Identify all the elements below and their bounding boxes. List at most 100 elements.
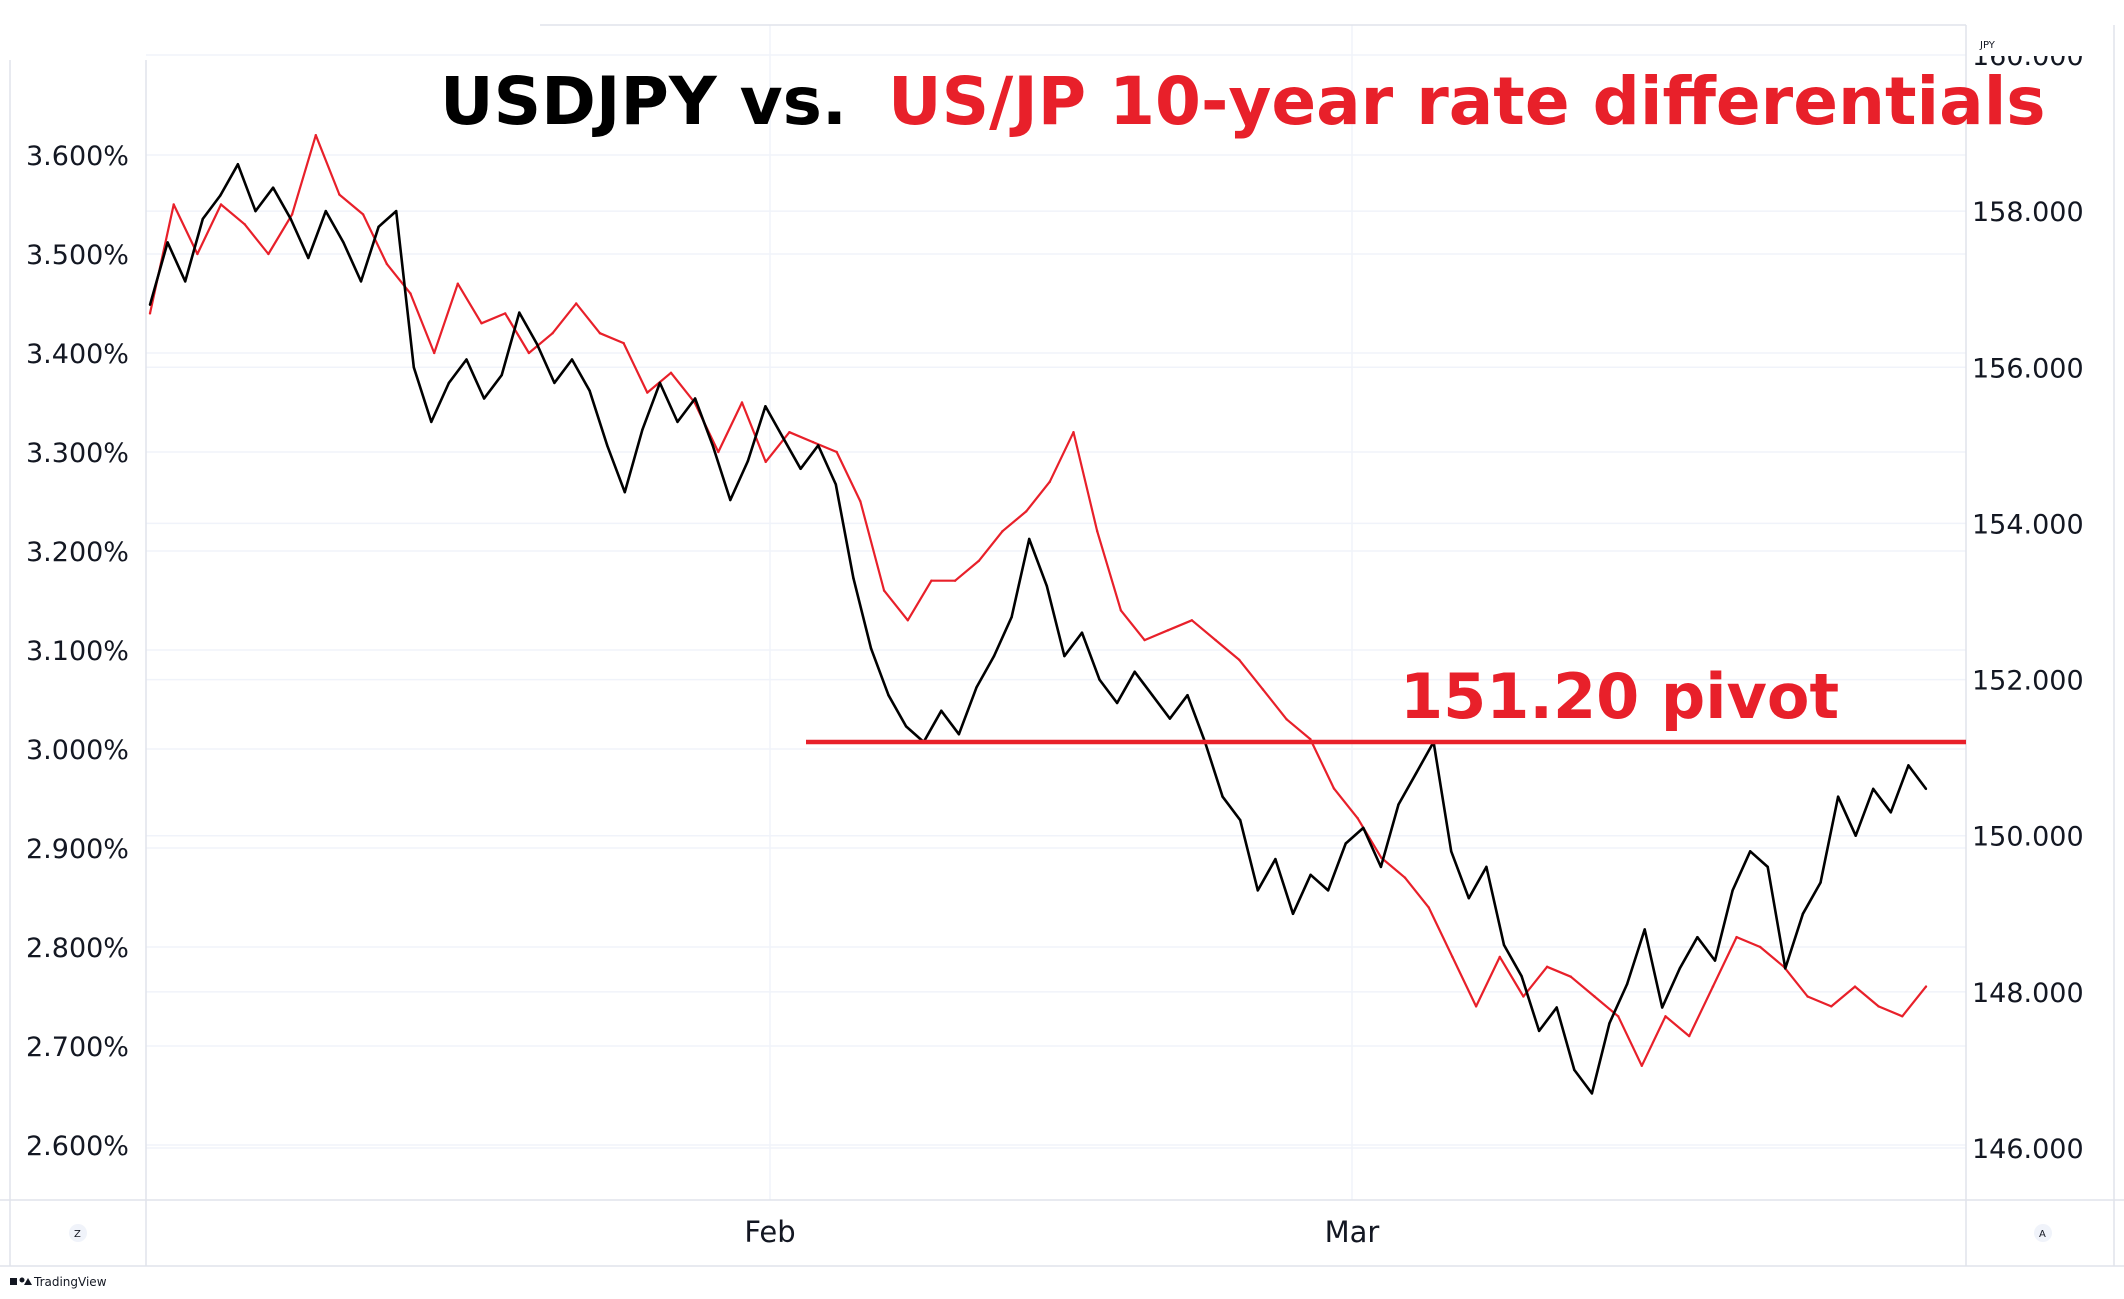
- rate-diff-point: [859, 500, 862, 503]
- tradingview-logo-icon[interactable]: [10, 1277, 32, 1286]
- rate-diff-point: [811, 440, 815, 444]
- usdjpy-point: [1924, 787, 1928, 791]
- rate-diff-point: [930, 579, 933, 582]
- usdjpy-point: [1555, 1006, 1558, 1009]
- right-tick-label: 152.000: [1972, 666, 2084, 697]
- usdjpy-point: [1854, 834, 1857, 837]
- rate-diff-point: [196, 252, 199, 256]
- rate-diff-point: [267, 252, 270, 256]
- rate-diff-point: [740, 401, 744, 404]
- usdjpy-point: [1274, 857, 1277, 861]
- usdjpy-point: [1045, 584, 1049, 588]
- rate-diff-point: [456, 282, 459, 285]
- right-axis[interactable]: 160.000158.000156.000154.000152.000150.0…: [1972, 41, 2084, 1165]
- rate-diff-point: [906, 619, 909, 622]
- rate-diff-point: [835, 450, 838, 454]
- rate-diff-point: [219, 203, 223, 206]
- usdjpy-point: [693, 397, 697, 400]
- usdjpy-point: [1450, 850, 1453, 853]
- usdjpy-point: [1467, 897, 1471, 900]
- right-tick-label: 148.000: [1972, 978, 2084, 1009]
- usdjpy-point: [1028, 537, 1031, 541]
- usdjpy-point: [904, 725, 908, 728]
- usdjpy-point: [395, 209, 398, 213]
- rate-diff-point: [1806, 995, 1809, 998]
- left-axis[interactable]: 3.600% 3.500% 3.400% 3.300% 3.200% 3.100% 3.00…: [26, 141, 129, 1162]
- right-tick-label: 154.000: [1972, 509, 2084, 540]
- usdjpy-point: [377, 225, 380, 228]
- rate-diff-point: [1048, 480, 1052, 483]
- usdjpy-point: [1063, 654, 1066, 658]
- usdjpy-point: [219, 194, 222, 197]
- usdjpy-point: [465, 358, 468, 361]
- left-tick-label: 3.000%: [26, 735, 129, 766]
- usdjpy-point: [1643, 928, 1646, 931]
- rate-diff-series-line[interactable]: [148, 134, 1927, 1067]
- usdjpy-point: [518, 311, 521, 314]
- rate-diff-point: [314, 134, 317, 137]
- currency-label-bg: [1972, 34, 2110, 56]
- left-tick-label: 3.500%: [26, 240, 129, 271]
- usdjpy-series-line[interactable]: [148, 163, 1928, 1095]
- rate-diff-point: [646, 391, 649, 394]
- rate-diff-point: [1332, 787, 1336, 790]
- usdjpy-point: [1731, 889, 1734, 892]
- usdjpy-point: [1907, 764, 1910, 767]
- usdjpy-point: [236, 163, 240, 166]
- usdjpy-point: [1608, 1021, 1611, 1025]
- rate-diff-point: [1309, 737, 1312, 741]
- usdjpy-point: [271, 186, 275, 189]
- usdjpy-point: [148, 303, 152, 306]
- usdjpy-point: [447, 381, 451, 385]
- right-tick-label: 150.000: [1972, 822, 2084, 853]
- left-tick-label: 3.100%: [26, 636, 129, 667]
- usdjpy-point: [975, 686, 978, 689]
- usdjpy-point: [729, 498, 732, 502]
- rate-diff-point: [1238, 658, 1241, 662]
- rate-diff-point: [1640, 1064, 1644, 1068]
- rate-diff-point: [1214, 638, 1217, 642]
- rate-diff-point: [1167, 629, 1170, 632]
- pivot-label: 151.20 pivot: [1400, 660, 1839, 733]
- usdjpy-point: [412, 366, 415, 369]
- usdjpy-point: [570, 358, 574, 361]
- usdjpy-point: [1397, 803, 1400, 806]
- usdjpy-point: [1485, 865, 1488, 869]
- z-button[interactable]: [69, 1224, 87, 1242]
- usdjpy-point: [1836, 795, 1840, 798]
- auto-scale-button[interactable]: [2034, 1224, 2052, 1242]
- rate-diff-point: [1617, 1015, 1620, 1018]
- usdjpy-point: [1362, 826, 1365, 830]
- usdjpy-point: [184, 280, 187, 283]
- rate-diff-point: [1498, 955, 1502, 959]
- usdjpy-point: [535, 342, 539, 346]
- time-axis[interactable]: Feb Mar: [744, 1215, 1379, 1249]
- usdjpy-point: [887, 694, 890, 697]
- usdjpy-point: [1590, 1092, 1594, 1095]
- usdjpy-point: [500, 373, 503, 377]
- rate-diff-point: [361, 213, 365, 216]
- rate-diff-point: [1664, 1015, 1667, 1018]
- left-tick-label: 2.600%: [26, 1131, 129, 1162]
- rate-diff-point: [575, 302, 578, 305]
- usdjpy-point: [957, 733, 961, 736]
- usdjpy-point: [1379, 865, 1383, 869]
- currency-label: JPY: [1979, 40, 1996, 51]
- rate-diff-point: [1759, 945, 1762, 949]
- usdjpy-point: [817, 444, 820, 447]
- rate-diff-point: [1427, 906, 1430, 909]
- usdjpy-point: [1784, 967, 1787, 970]
- rate-diff-point: [1403, 876, 1407, 879]
- rate-diff-point: [1261, 688, 1265, 691]
- rate-diff-point: [551, 332, 554, 335]
- rate-diff-point: [504, 312, 507, 315]
- rate-diff-point: [764, 460, 767, 464]
- rate-diff-point: [1924, 985, 1928, 988]
- rate-diff-point: [1901, 1015, 1904, 1018]
- rate-diff-point: [669, 371, 673, 374]
- usdjpy-point: [711, 444, 714, 447]
- usdjpy-point: [1186, 694, 1189, 697]
- rate-diff-point: [1593, 995, 1596, 998]
- z-label: Z: [74, 1229, 81, 1240]
